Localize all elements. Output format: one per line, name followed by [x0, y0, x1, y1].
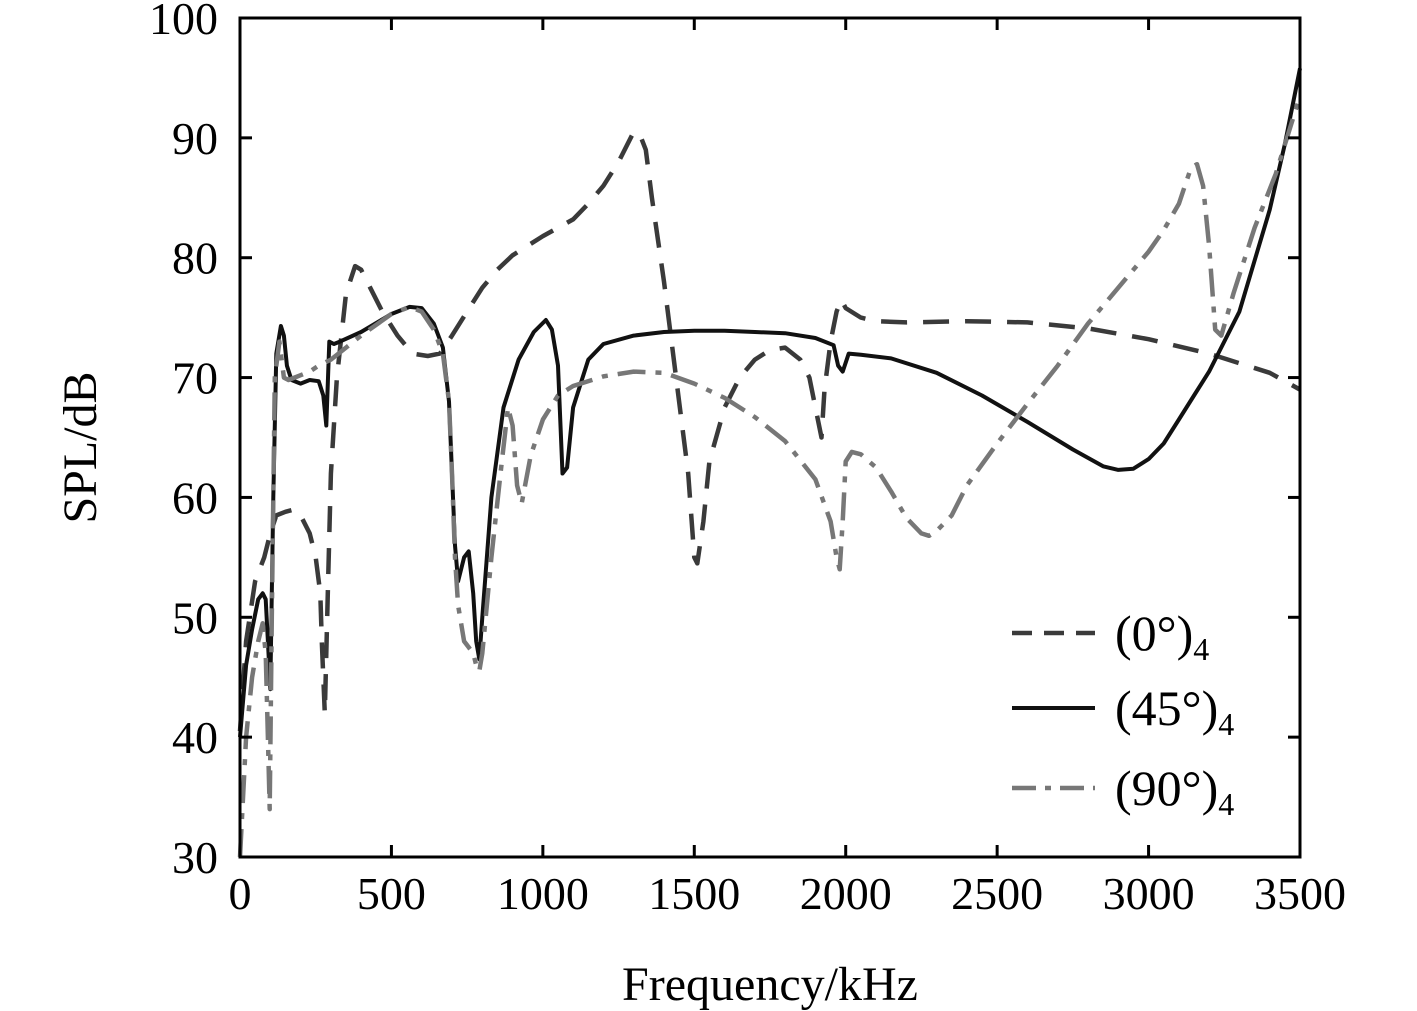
legend: (0°)4(45°)4(90°)4 — [1012, 605, 1234, 822]
legend-label-2: (90°)4 — [1115, 760, 1234, 822]
x-axis-title: Frequency/kHz — [622, 958, 918, 1011]
legend-label-0: (0°)4 — [1115, 605, 1209, 667]
y-tick-label: 80 — [172, 233, 218, 284]
y-tick-label: 70 — [172, 353, 218, 404]
legend-name: (90°) — [1115, 760, 1218, 816]
y-tick-label: 60 — [172, 472, 218, 523]
legend-name: (45°) — [1115, 680, 1218, 736]
tick-labels-layer: 0 500 1000 1500 2000 2500 3000 3500 30 40 50 60 70 80… — [149, 0, 1346, 919]
series-layer — [237, 67, 1303, 858]
y-tick-label: 50 — [172, 592, 218, 643]
legend-label-1: (45°)4 — [1115, 680, 1234, 742]
legend-subscript: 4 — [1218, 786, 1234, 822]
series-line-0 — [237, 129, 1302, 732]
legend-subscript: 4 — [1193, 631, 1209, 667]
y-tick-label: 40 — [172, 712, 218, 763]
x-tick-label: 500 — [357, 868, 426, 919]
series-line-2 — [237, 95, 1303, 858]
y-tick-label: 100 — [149, 0, 218, 44]
legend-name: (0°) — [1115, 605, 1193, 661]
x-tick-label: 1000 — [497, 868, 589, 919]
x-tick-label: 3000 — [1103, 868, 1195, 919]
x-tick-label: 0 — [229, 868, 252, 919]
ticks-layer — [238, 16, 1302, 859]
legend-subscript: 4 — [1218, 706, 1234, 742]
plot-frame — [238, 16, 1302, 859]
x-tick-label: 2000 — [800, 868, 892, 919]
y-tick-label: 30 — [172, 832, 218, 883]
x-tick-label: 2500 — [951, 868, 1043, 919]
x-tick-label: 1500 — [648, 868, 740, 919]
y-axis-title: SPL/dB — [54, 371, 107, 523]
x-tick-label: 3500 — [1254, 868, 1346, 919]
y-tick-label: 90 — [172, 113, 218, 164]
